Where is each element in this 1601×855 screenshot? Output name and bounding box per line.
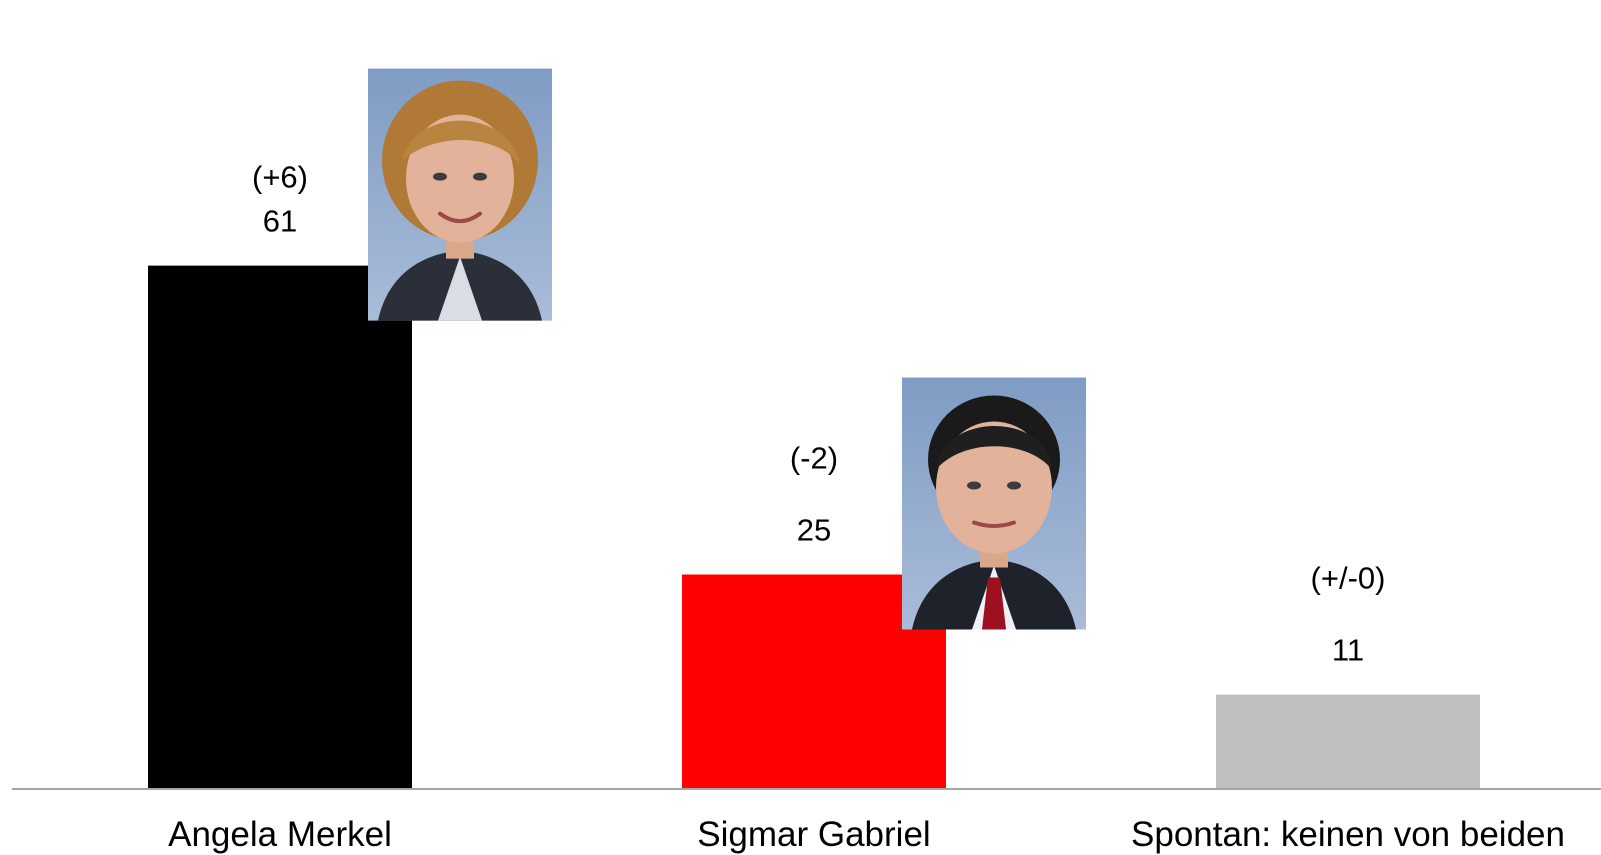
portrait-icon [902,377,1086,630]
x-tick-label: Sigmar Gabriel [697,815,930,854]
bar-3 [1216,694,1480,789]
data-label-change: (+6) [252,160,308,195]
bar-1 [148,265,412,789]
data-label-change: (+/-0) [1311,561,1386,596]
data-label-value: 25 [797,513,831,548]
portrait-icon [368,68,552,321]
x-tick-label: Spontan: keinen von beiden [1131,815,1565,854]
data-label-value: 61 [263,204,297,239]
data-label-change: (-2) [790,441,838,476]
x-tick-label: Angela Merkel [168,815,392,854]
data-label-value: 11 [1332,633,1364,668]
